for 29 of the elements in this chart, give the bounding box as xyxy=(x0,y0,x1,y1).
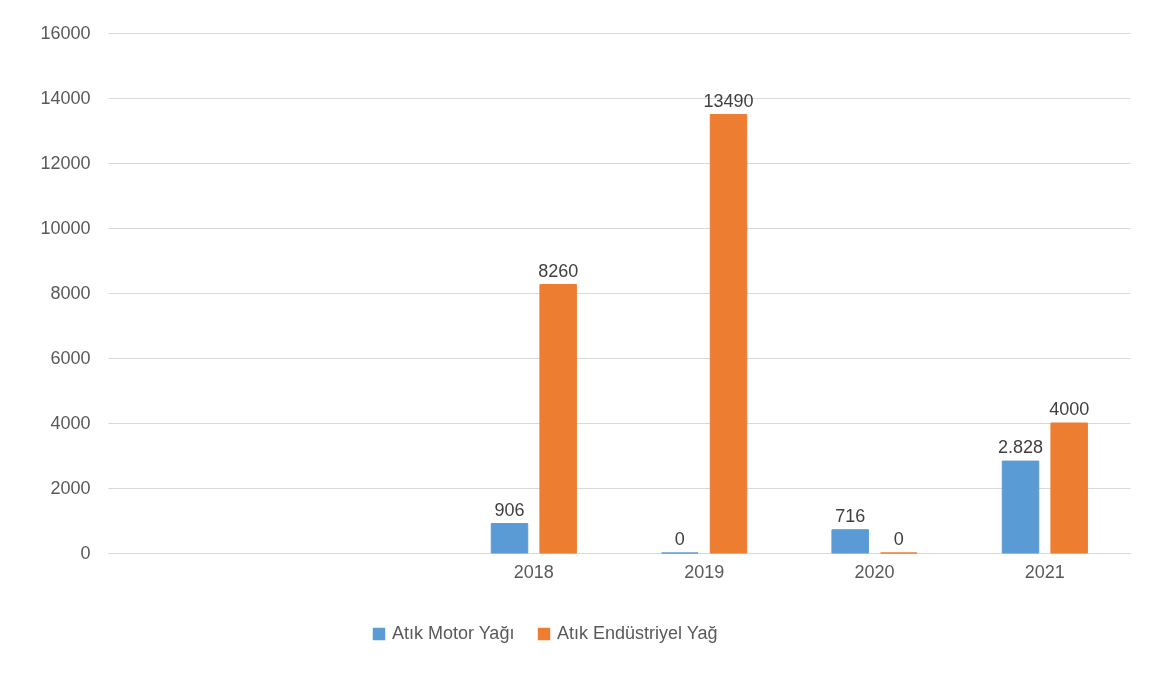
x-tick-label: 2021 xyxy=(1024,561,1065,582)
data-label: 0 xyxy=(893,529,904,549)
y-tick-label: 16000 xyxy=(40,22,91,43)
bar xyxy=(1001,460,1040,554)
y-tick-label: 6000 xyxy=(50,347,91,368)
y-tick-label: 10000 xyxy=(40,217,91,238)
y-tick-label: 12000 xyxy=(40,152,91,173)
y-tick-label: 14000 xyxy=(40,87,91,108)
data-label: 716 xyxy=(835,505,866,526)
x-tick-label: 2020 xyxy=(854,561,895,582)
y-tick-label: 0 xyxy=(80,542,91,563)
y-tick-label: 8000 xyxy=(50,282,91,303)
y-tick-label: 2000 xyxy=(50,477,91,498)
data-label: 2.828 xyxy=(997,437,1044,458)
data-label: 13490 xyxy=(703,90,754,111)
x-tick-label: 2019 xyxy=(684,561,725,582)
data-label: 906 xyxy=(494,499,525,520)
bar xyxy=(709,114,748,554)
x-tick-label: 2018 xyxy=(513,561,554,582)
bar xyxy=(490,523,529,554)
data-label: 8260 xyxy=(538,260,579,281)
bar xyxy=(1050,422,1088,554)
data-label: 4000 xyxy=(1049,399,1090,419)
bar xyxy=(539,284,577,554)
bar xyxy=(831,529,869,554)
legend-label: Atık Motor Yağı xyxy=(392,623,515,643)
data-label: 0 xyxy=(674,529,685,549)
legend-label: Atık Endüstriyel Yağ xyxy=(557,623,718,643)
y-tick-label: 4000 xyxy=(50,412,91,433)
